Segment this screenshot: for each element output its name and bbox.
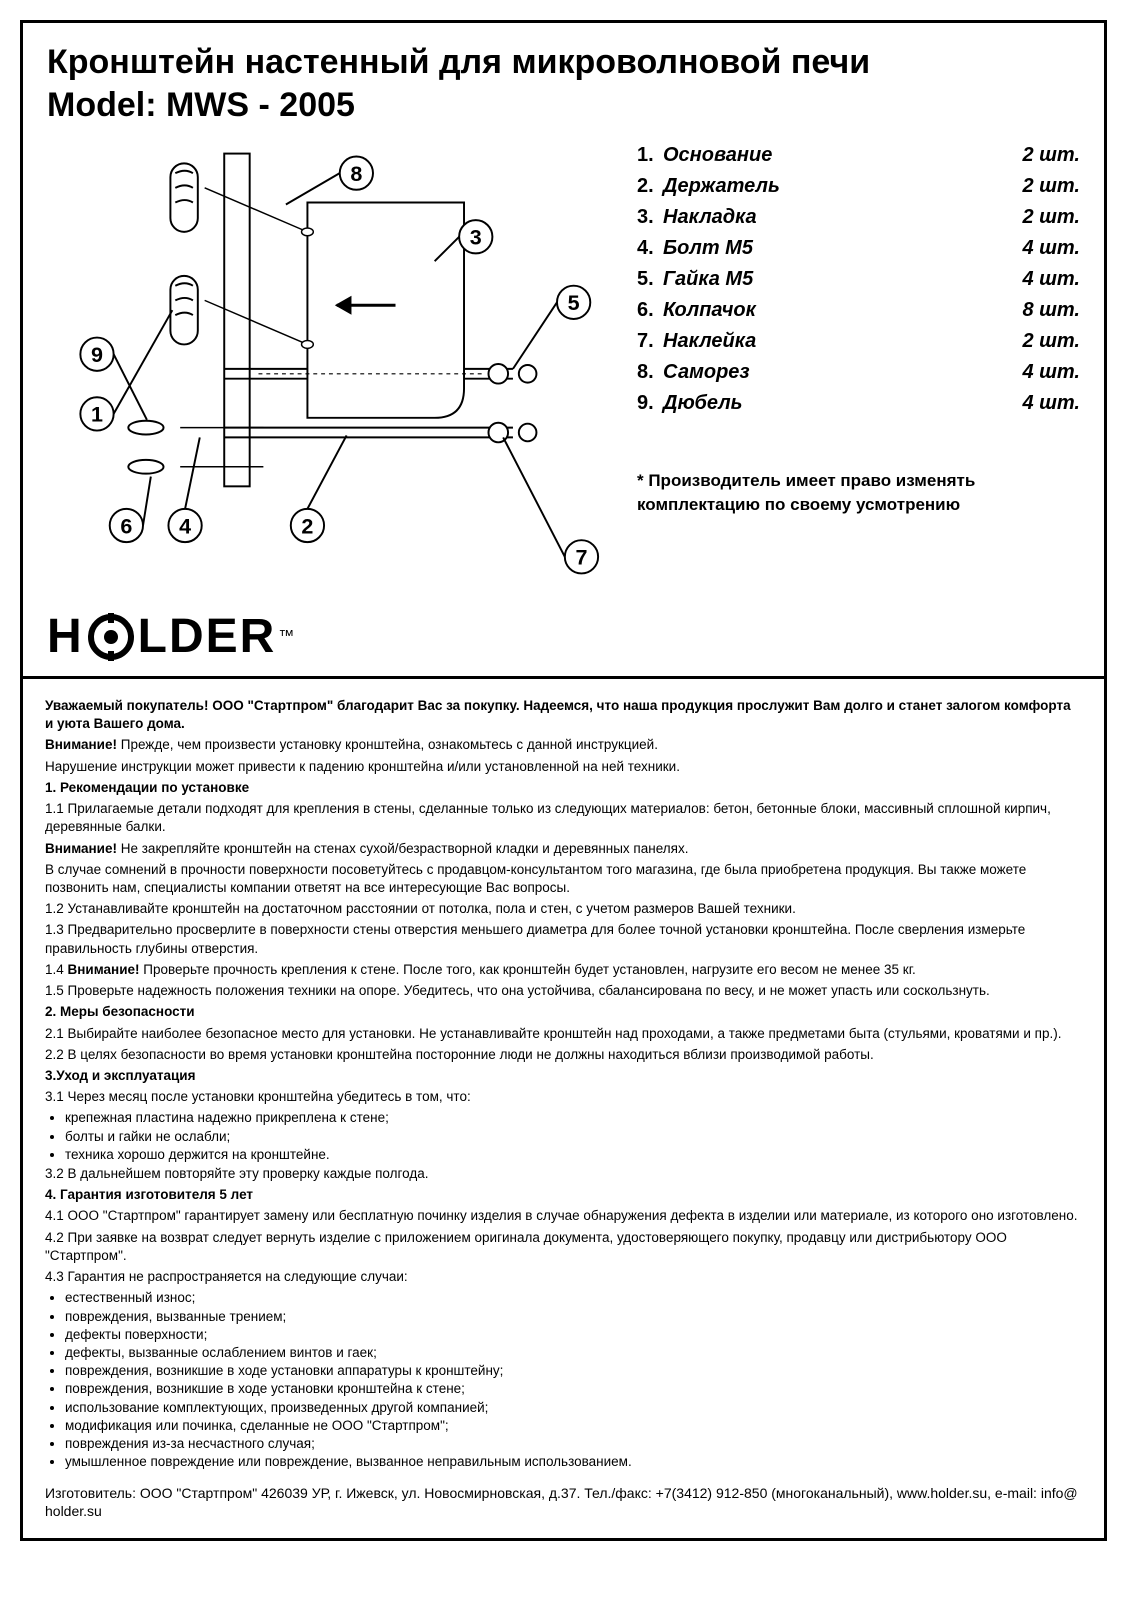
part-number: 6. bbox=[637, 295, 663, 326]
parts-row: 2. Держатель 2 шт. bbox=[637, 171, 1080, 202]
parts-row: 4. Болт М5 4 шт. bbox=[637, 233, 1080, 264]
parts-row: 7. Наклейка 2 шт. bbox=[637, 326, 1080, 357]
part-number: 9. bbox=[637, 388, 663, 419]
part-name: Гайка М5 bbox=[663, 264, 1022, 295]
assembly-diagram: 8 3 5 9 1 6 4 2 7 bbox=[47, 134, 607, 594]
part-qty: 2 шт. bbox=[1022, 326, 1080, 357]
callout-number: 9 bbox=[91, 343, 103, 367]
bullet-item: болты и гайки не ослабли; bbox=[65, 1128, 1082, 1146]
parts-row: 8. Саморез 4 шт. bbox=[637, 357, 1080, 388]
part-qty: 8 шт. bbox=[1022, 295, 1080, 326]
section-4-bullets: естественный износ;повреждения, вызванны… bbox=[45, 1289, 1082, 1471]
logo-letter-h: H bbox=[47, 609, 84, 664]
p-2-2: 2.2 В целях безопасности во время устано… bbox=[45, 1046, 1082, 1064]
part-qty: 2 шт. bbox=[1022, 202, 1080, 233]
bullet-item: повреждения из-за несчастного случая; bbox=[65, 1435, 1082, 1453]
logo-target-icon bbox=[84, 613, 138, 661]
title-line-1: Кронштейн настенный для микроволновой пе… bbox=[47, 43, 870, 81]
p-1-2: 1.2 Устанавливайте кронштейн на достаточ… bbox=[45, 900, 1082, 918]
section-3-head: 3.Уход и эксплуатация bbox=[45, 1067, 1082, 1085]
p-3-2: 3.2 В дальнейшем повторяйте эту проверку… bbox=[45, 1165, 1082, 1183]
parts-row: 5. Гайка М5 4 шт. bbox=[637, 264, 1080, 295]
part-qty: 4 шт. bbox=[1022, 388, 1080, 419]
bullet-item: дефекты поверхности; bbox=[65, 1326, 1082, 1344]
parts-row: 3. Накладка 2 шт. bbox=[637, 202, 1080, 233]
part-number: 4. bbox=[637, 233, 663, 264]
callout-number: 5 bbox=[568, 291, 580, 315]
section-2-head: 2. Меры безопасности bbox=[45, 1003, 1082, 1021]
p-4-1: 4.1 ООО "Стартпром" гарантирует замену и… bbox=[45, 1207, 1082, 1225]
intro-thanks: Уважаемый покупатель! ООО "Стартпром" бл… bbox=[45, 697, 1082, 733]
bullet-item: повреждения, возникшие в ходе установки … bbox=[65, 1380, 1082, 1398]
brand-logo: H LDER ™ bbox=[47, 609, 607, 664]
p-1-1: 1.1 Прилагаемые детали подходят для креп… bbox=[45, 800, 1082, 836]
title: Кронштейн настенный для микроволновой пе… bbox=[47, 41, 1080, 126]
bullet-item: использование комплектующих, произведенн… bbox=[65, 1399, 1082, 1417]
p-1-3: 1.3 Предварительно просверлите в поверхн… bbox=[45, 921, 1082, 957]
part-qty: 2 шт. bbox=[1022, 140, 1080, 171]
intro-attention: Внимание! Прежде, чем произвести установ… bbox=[45, 736, 1082, 754]
p-4-2: 4.2 При заявке на возврат следует вернут… bbox=[45, 1229, 1082, 1265]
p-1-5: 1.5 Проверьте надежность положения техни… bbox=[45, 982, 1082, 1000]
p-1-4: 1.4 Внимание! Проверьте прочность крепле… bbox=[45, 961, 1082, 979]
callout-number: 3 bbox=[470, 226, 482, 250]
logo-rest: LDER bbox=[138, 609, 277, 664]
bullet-item: модификация или починка, сделанные не ОО… bbox=[65, 1417, 1082, 1435]
p-1-warn: Внимание! Не закрепляйте кронштейн на ст… bbox=[45, 840, 1082, 858]
section-1-head: 1. Рекомендации по установке bbox=[45, 779, 1082, 797]
bullet-item: повреждения, вызванные трением; bbox=[65, 1308, 1082, 1326]
callout-number: 2 bbox=[301, 514, 313, 538]
parts-row: 6. Колпачок 8 шт. bbox=[637, 295, 1080, 326]
instructions-section: Уважаемый покупатель! ООО "Стартпром" бл… bbox=[23, 679, 1104, 1538]
part-name: Дюбель bbox=[663, 388, 1022, 419]
section-4-head: 4. Гарантия изготовителя 5 лет bbox=[45, 1186, 1082, 1204]
manufacturer-info: Изготовитель: ООО "Стартпром" 426039 УР,… bbox=[45, 1484, 1082, 1522]
callout-number: 8 bbox=[350, 162, 362, 186]
parts-list: 1. Основание 2 шт.2. Держатель 2 шт.3. Н… bbox=[637, 134, 1080, 664]
part-number: 7. bbox=[637, 326, 663, 357]
parts-row: 9. Дюбель 4 шт. bbox=[637, 388, 1080, 419]
part-number: 3. bbox=[637, 202, 663, 233]
callout-number: 6 bbox=[120, 514, 132, 538]
parts-footnote: * Производитель имеет право изменять ком… bbox=[637, 469, 1080, 517]
part-name: Саморез bbox=[663, 357, 1022, 388]
callout-number: 7 bbox=[575, 546, 587, 570]
p-4-3: 4.3 Гарантия не распространяется на след… bbox=[45, 1268, 1082, 1286]
p-3-1: 3.1 Через месяц после установки кронштей… bbox=[45, 1088, 1082, 1106]
bullet-item: дефекты, вызванные ослаблением винтов и … bbox=[65, 1344, 1082, 1362]
part-name: Основание bbox=[663, 140, 1022, 171]
intro-warning: Нарушение инструкции может привести к па… bbox=[45, 758, 1082, 776]
page-frame: Кронштейн настенный для микроволновой пе… bbox=[20, 20, 1107, 1541]
title-line-2: Model: MWS - 2005 bbox=[47, 86, 355, 124]
part-number: 2. bbox=[637, 171, 663, 202]
part-number: 5. bbox=[637, 264, 663, 295]
part-name: Держатель bbox=[663, 171, 1022, 202]
bullet-item: техника хорошо держится на кронштейне. bbox=[65, 1146, 1082, 1164]
section-3-bullets: крепежная пластина надежно прикреплена к… bbox=[45, 1109, 1082, 1164]
diagram-column: 8 3 5 9 1 6 4 2 7 H LDER ™ bbox=[47, 134, 607, 664]
part-qty: 4 шт. bbox=[1022, 357, 1080, 388]
part-name: Накладка bbox=[663, 202, 1022, 233]
part-qty: 4 шт. bbox=[1022, 264, 1080, 295]
part-number: 8. bbox=[637, 357, 663, 388]
callout-number: 4 bbox=[179, 514, 191, 538]
upper-section: Кронштейн настенный для микроволновой пе… bbox=[23, 23, 1104, 679]
p-2-1: 2.1 Выбирайте наиболее безопасное место … bbox=[45, 1025, 1082, 1043]
p-1-case: В случае сомнений в прочности поверхност… bbox=[45, 861, 1082, 897]
part-name: Болт М5 bbox=[663, 233, 1022, 264]
bullet-item: повреждения, возникшие в ходе установки … bbox=[65, 1362, 1082, 1380]
bullet-item: крепежная пластина надежно прикреплена к… bbox=[65, 1109, 1082, 1127]
part-number: 1. bbox=[637, 140, 663, 171]
callout-number: 1 bbox=[91, 403, 103, 427]
bullet-item: естественный износ; bbox=[65, 1289, 1082, 1307]
parts-row: 1. Основание 2 шт. bbox=[637, 140, 1080, 171]
part-name: Колпачок bbox=[663, 295, 1022, 326]
part-qty: 4 шт. bbox=[1022, 233, 1080, 264]
bullet-item: умышленное повреждение или повреждение, … bbox=[65, 1453, 1082, 1471]
logo-tm: ™ bbox=[278, 628, 296, 646]
part-qty: 2 шт. bbox=[1022, 171, 1080, 202]
part-name: Наклейка bbox=[663, 326, 1022, 357]
